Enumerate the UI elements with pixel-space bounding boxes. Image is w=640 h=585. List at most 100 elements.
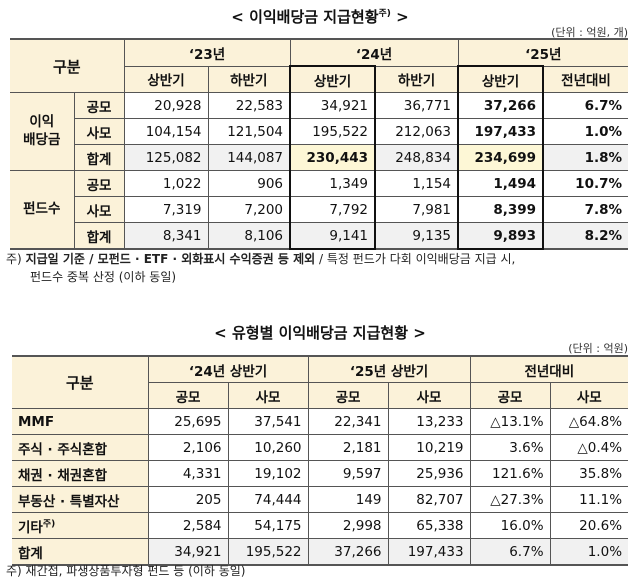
row-label: 공모: [73, 170, 125, 197]
cell-value: 6.7%: [542, 92, 629, 119]
row-label-text: 부동산 · 특별자산: [18, 493, 120, 510]
row-label: 합계: [74, 144, 125, 171]
header-sub: 공모: [148, 382, 229, 409]
row-label: MMF: [12, 408, 149, 435]
cell-value: 205: [147, 486, 229, 513]
row-label-text: 합계: [18, 545, 43, 562]
cell-value: 36,771: [374, 92, 459, 119]
header-sub: 하반기: [374, 65, 459, 93]
cell-value: 2,181: [307, 434, 389, 461]
header-year: ‘24년: [289, 38, 459, 67]
cell-value: 195,522: [289, 118, 377, 145]
cell-value: 197,433: [457, 118, 545, 145]
table-row: 합계 8,341 8,106 9,141 9,135 9,893 8.2%: [10, 222, 629, 250]
cell-value: 13,233: [387, 408, 471, 435]
cell-value: 230,443: [289, 144, 377, 171]
table-row: 기타주) 2,584 54,175 2,998 65,338 16.0% 20.6%: [12, 512, 629, 539]
cell-value: 10.7%: [542, 170, 629, 197]
cell-value: 37,266: [457, 92, 545, 119]
header-sub: 공모: [469, 382, 551, 409]
dividend-table: 구분 ‘23년 ‘24년 ‘25년 상반기 하반기 상반기 하반기 상반기 전년…: [10, 38, 629, 250]
cell-value: 149: [307, 486, 389, 513]
row-label: 부동산 · 특별자산: [12, 486, 149, 513]
header-category: 구분: [12, 355, 149, 409]
footnote-marker: 주): [42, 519, 56, 529]
cell-value: 144,087: [207, 144, 291, 171]
cell-value: 1,494: [457, 170, 545, 197]
table-row: 이익 배당금 공모 20,928 22,583 34,921 36,771 37,266 6.…: [10, 92, 629, 171]
row-label-text: MMF: [18, 413, 55, 430]
table2-title: < 유형별 이익배당금 지급현황 >: [214, 324, 426, 342]
cell-value: 65,338: [387, 512, 471, 539]
cell-value: 10,260: [227, 434, 309, 461]
cell-value: 906: [207, 170, 291, 197]
table-row: 주식 · 주식혼합 2,106 10,260 2,181 10,219 3.6% △0.4%: [12, 434, 629, 461]
row-label: 공모: [73, 92, 125, 119]
cell-value: 11.1%: [549, 486, 629, 513]
type-dividend-table: 구분 ‘24년 상반기 ‘25년 상반기 전년대비 공모 사모 공모 사모 공모 사모 M…: [12, 355, 629, 566]
cell-value: 1,022: [123, 170, 209, 197]
cell-value: 4,331: [147, 460, 229, 487]
cell-value: 125,082: [123, 144, 209, 171]
row-label: 사모: [74, 196, 125, 223]
table-row: MMF 25,695 37,541 22,341 13,233 △13.1% △64.8%: [12, 408, 629, 435]
header-sub: 상반기: [289, 65, 377, 93]
cell-value: 195,522: [227, 538, 309, 566]
cell-value: 34,921: [289, 92, 377, 119]
cell-value: 9,893: [457, 222, 545, 250]
cell-value: 20.6%: [549, 512, 629, 539]
cell-value: 1.0%: [542, 118, 629, 145]
cell-value: 7,200: [207, 196, 291, 223]
cell-value: 7.8%: [542, 196, 629, 223]
cell-value: 16.0%: [469, 512, 551, 539]
table-row: 부동산 · 특별자산 205 74,444 149 82,707 △27.3% 11.1%: [12, 486, 629, 513]
cell-value: 9,135: [374, 222, 459, 250]
group-label: 펀드수: [10, 170, 75, 250]
cell-value: 121.6%: [469, 460, 551, 487]
header-group: ‘25년 상반기: [307, 355, 471, 383]
cell-value: 19,102: [227, 460, 309, 487]
cell-value: 7,792: [289, 196, 377, 223]
row-label-text: 주식 · 주식혼합: [18, 441, 108, 458]
cell-value: 37,266: [307, 538, 389, 566]
cell-value: 22,583: [207, 92, 291, 119]
row-label: 채권 · 채권혼합: [12, 460, 149, 487]
cell-value: 22,341: [307, 408, 389, 435]
cell-value: 37,541: [227, 408, 309, 435]
row-label: 합계: [74, 222, 125, 250]
cell-value: 104,154: [123, 118, 209, 145]
cell-value: 10,219: [387, 434, 471, 461]
header-sub: 사모: [549, 382, 629, 409]
cell-value: 8,399: [457, 196, 545, 223]
cell-value: 74,444: [227, 486, 309, 513]
cell-value: 2,584: [147, 512, 229, 539]
header-sub: 상반기: [124, 65, 209, 93]
header-year: ‘25년: [457, 38, 629, 67]
header-group: ‘24년 상반기: [147, 355, 309, 383]
cell-value: 9,597: [307, 460, 389, 487]
row-label: 기타주): [12, 512, 149, 539]
header-sub: 하반기: [207, 65, 291, 93]
header-year: ‘23년: [123, 38, 291, 67]
table2-unit: (단위 : 억원): [568, 342, 628, 355]
table-row: 합계 125,082 144,087 230,443 248,834 234,699 1.8…: [10, 144, 629, 171]
cell-value: 25,936: [387, 460, 471, 487]
group-label: 이익 배당금: [10, 92, 75, 171]
cell-value: △0.4%: [549, 434, 629, 461]
cell-value: △27.3%: [469, 486, 551, 513]
cell-value: 35.8%: [549, 460, 629, 487]
cell-value: 248,834: [374, 144, 459, 171]
cell-value: 82,707: [387, 486, 471, 513]
row-label-text: 기타: [18, 519, 43, 536]
table1-footnote-line2: 펀드수 중복 산정 (이하 동일): [30, 270, 177, 284]
cell-value: 234,699: [457, 144, 545, 171]
cell-value: 1.0%: [549, 538, 629, 566]
header-sub: 상반기: [457, 65, 545, 93]
cell-value: 8.2%: [542, 222, 629, 250]
cell-value: 1,154: [374, 170, 459, 197]
table-row: 합계 34,921 195,522 37,266 197,433 6.7% 1.0%: [12, 538, 629, 566]
table2-footnote: 주) 재간접, 파생상품투자형 펀드 등 (이하 동일): [6, 564, 246, 578]
cell-value: 6.7%: [469, 538, 551, 566]
cell-value: 212,063: [374, 118, 459, 145]
cell-value: 7,981: [374, 196, 459, 223]
